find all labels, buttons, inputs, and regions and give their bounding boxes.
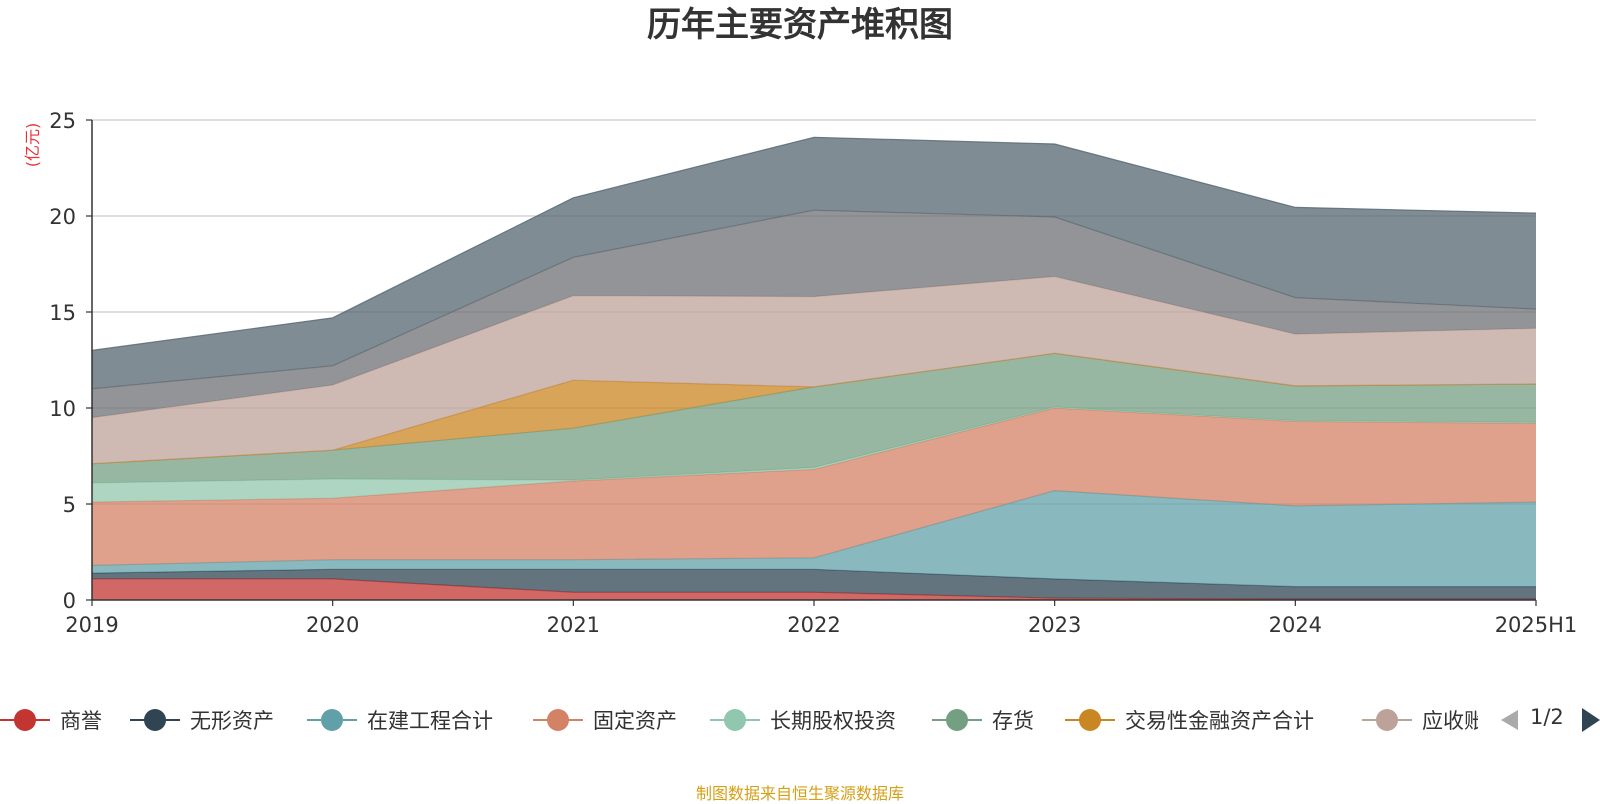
legend-next-page-icon[interactable] bbox=[1582, 708, 1600, 732]
x-tick-label: 2021 bbox=[547, 613, 600, 637]
chart-title: 历年主要资产堆积图 bbox=[647, 5, 953, 45]
legend-marker-icon bbox=[1065, 700, 1115, 740]
stacked-area-chart: 0 5 10 15 20 25 2019 2020 2021 2022 2023 2024 2025H1… bbox=[23, 109, 1577, 637]
y-axis-label: (亿元) bbox=[23, 123, 42, 168]
legend-item[interactable]: 在建工程合计 bbox=[307, 700, 493, 740]
legend-marker-icon bbox=[932, 700, 982, 740]
legend-marker-icon bbox=[1362, 700, 1412, 740]
series-line-10 bbox=[91, 136, 1537, 351]
legend-item[interactable]: 长期股权投资 bbox=[710, 700, 896, 740]
legend-label: 存货 bbox=[992, 709, 1034, 733]
legend-item[interactable]: 固定资产 bbox=[533, 700, 677, 740]
y-tick-label: 15 bbox=[49, 301, 76, 325]
legend-marker-icon bbox=[710, 700, 760, 740]
x-tick-label: 2020 bbox=[306, 613, 359, 637]
legend-marker-icon bbox=[307, 700, 357, 740]
legend-label: 固定资产 bbox=[593, 709, 677, 733]
legend-prev-page-icon[interactable] bbox=[1501, 710, 1518, 730]
y-tick-label: 25 bbox=[49, 109, 76, 133]
area-series-8 bbox=[92, 276, 1536, 464]
area-series-1 bbox=[92, 578, 1536, 600]
area-series-4 bbox=[92, 408, 1536, 566]
x-tick-label: 2022 bbox=[787, 613, 840, 637]
x-tick-label: 2019 bbox=[65, 613, 118, 637]
legend-label: 无形资产 bbox=[190, 709, 274, 733]
y-tick-label: 5 bbox=[63, 493, 76, 517]
area-series-9 bbox=[92, 210, 1536, 418]
legend-label: 商誉 bbox=[60, 709, 102, 733]
y-tick-label: 10 bbox=[49, 397, 76, 421]
area-series-10 bbox=[92, 137, 1536, 389]
legend: 商誉 无形资产 在建工程合计 固定资产 长期股权投资 存货 交易性金融资产合计 应收账款 1/… bbox=[0, 700, 1600, 740]
legend-marker-icon bbox=[130, 700, 180, 740]
legend-item[interactable]: 应收账款 bbox=[1362, 700, 1478, 740]
legend-label: 在建工程合计 bbox=[367, 709, 493, 733]
legend-label: 长期股权投资 bbox=[770, 709, 896, 733]
y-tick-label: 20 bbox=[49, 205, 76, 229]
legend-marker-icon bbox=[533, 700, 583, 740]
area-series-6 bbox=[92, 353, 1536, 483]
source-note: 制图数据来自恒生聚源数据库 bbox=[695, 784, 904, 803]
legend-label: 交易性金融资产合计 bbox=[1125, 709, 1314, 733]
area-series-3 bbox=[92, 490, 1536, 587]
x-tick-label: 2024 bbox=[1269, 613, 1322, 637]
legend-page-indicator: 1/2 bbox=[1530, 705, 1564, 729]
axes: 0 5 10 15 20 25 2019 2020 2021 2022 2023 2024 2025H1 bbox=[49, 109, 1577, 637]
legend-item[interactable]: 无形资产 bbox=[130, 700, 274, 740]
x-tick-label: 2023 bbox=[1028, 613, 1081, 637]
legend-label: 应收账款 bbox=[1422, 709, 1478, 733]
legend-item[interactable]: 存货 bbox=[932, 700, 1034, 740]
legend-marker-icon bbox=[0, 700, 50, 740]
legend-items: 商誉 无形资产 在建工程合计 固定资产 长期股权投资 存货 交易性金融资产合计 应收账款 bbox=[0, 700, 1478, 740]
x-tick-label: 2025H1 bbox=[1495, 613, 1578, 637]
area-series-7 bbox=[92, 353, 1536, 464]
y-tick-label: 0 bbox=[63, 589, 76, 613]
area-series bbox=[91, 136, 1537, 600]
legend-item[interactable]: 交易性金融资产合计 bbox=[1065, 700, 1314, 740]
legend-item[interactable]: 商誉 bbox=[0, 700, 102, 740]
area-series-2 bbox=[92, 569, 1536, 599]
area-series-5 bbox=[92, 407, 1536, 503]
